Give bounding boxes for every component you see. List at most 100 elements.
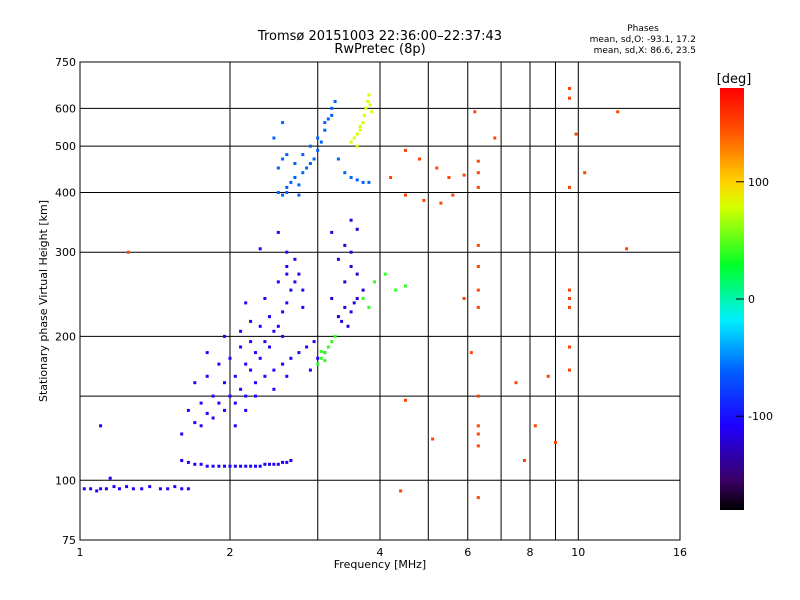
echo-point <box>330 297 334 300</box>
echo-point <box>473 110 477 114</box>
x-tick-label: 1 <box>77 546 84 559</box>
echo-point <box>312 157 316 161</box>
echo-point <box>297 272 301 276</box>
echo-point <box>326 345 330 349</box>
echo-point <box>316 356 320 360</box>
y-tick-label: 75 <box>62 534 76 547</box>
echo-point <box>616 110 620 114</box>
echo-point <box>316 362 320 366</box>
echo-point <box>308 368 312 372</box>
echo-point <box>355 132 359 136</box>
echo-point <box>233 401 237 405</box>
echo-point <box>140 487 144 491</box>
echo-point <box>308 144 312 148</box>
echo-point <box>568 368 571 372</box>
echo-point <box>301 171 305 175</box>
echo-point <box>330 106 334 110</box>
echo-point <box>272 136 276 140</box>
echo-point <box>361 297 365 300</box>
echo-point <box>404 193 407 197</box>
echo-point <box>173 485 177 489</box>
echo-point <box>336 157 340 161</box>
echo-point <box>118 487 121 491</box>
echo-point <box>308 162 312 165</box>
echo-point <box>272 329 276 333</box>
echo-point <box>104 487 108 491</box>
echo-point <box>211 394 215 398</box>
echo-point <box>125 485 129 489</box>
echo-point <box>289 288 293 292</box>
echo-point <box>158 487 162 491</box>
echo-point <box>364 106 368 110</box>
echo-point <box>367 305 371 309</box>
echo-point <box>625 247 629 251</box>
echo-point <box>293 162 297 165</box>
colorbar-tick-label: 100 <box>748 176 769 189</box>
echo-point <box>476 185 480 189</box>
echo-point <box>312 340 316 344</box>
echo-point <box>180 459 184 462</box>
echo-point <box>272 368 276 372</box>
echo-point <box>355 227 359 231</box>
echo-point <box>349 310 353 314</box>
echo-point <box>394 288 398 292</box>
echo-point <box>285 191 289 194</box>
y-tick-label: 300 <box>55 246 76 259</box>
echo-point <box>447 176 451 179</box>
chart-title: Tromsø 20151003 22:36:00–22:37:43 <box>257 29 502 44</box>
echo-point <box>389 176 393 179</box>
echo-point <box>217 464 221 468</box>
echo-point <box>297 351 301 355</box>
echo-point <box>373 280 376 284</box>
echo-point <box>186 460 190 464</box>
colorbar-tick-label: 0 <box>748 293 755 306</box>
echo-point <box>281 334 285 338</box>
echo-point <box>289 356 293 360</box>
echo-point <box>89 487 93 491</box>
echo-point <box>476 496 480 500</box>
echo-point <box>469 351 473 355</box>
stats-o-line: mean, sd,O: -93.1, 17.2 <box>590 35 696 45</box>
echo-point <box>254 464 257 468</box>
echo-point <box>180 432 184 436</box>
y-tick-label: 200 <box>55 330 76 343</box>
echo-point <box>217 362 221 366</box>
echo-point <box>355 297 359 300</box>
echo-point <box>285 272 289 276</box>
echo-point <box>404 398 407 402</box>
echo-point <box>99 424 103 428</box>
echo-point <box>233 464 237 468</box>
x-tick-label: 10 <box>571 546 585 559</box>
echo-point <box>301 305 305 309</box>
echo-point <box>431 437 435 441</box>
echo-point <box>352 136 356 140</box>
echo-point <box>323 121 327 125</box>
echo-point <box>297 193 301 197</box>
echo-point <box>228 464 232 468</box>
echo-point <box>112 485 116 489</box>
echo-point <box>462 297 466 300</box>
echo-point <box>95 489 99 493</box>
echo-point <box>568 96 571 100</box>
echo-point <box>343 280 347 284</box>
echo-point <box>383 272 387 276</box>
echo-point <box>568 288 571 292</box>
echo-point <box>476 243 480 247</box>
echo-point <box>205 411 209 415</box>
echo-point <box>186 487 190 491</box>
y-tick-label: 100 <box>55 474 76 487</box>
echo-point <box>263 462 267 466</box>
echo-point <box>554 440 557 444</box>
echo-point <box>223 408 226 412</box>
echo-point <box>285 153 289 157</box>
echo-point <box>281 193 285 197</box>
echo-point <box>263 374 267 378</box>
echo-point <box>319 350 323 353</box>
echo-point <box>568 345 571 349</box>
echo-point <box>205 374 209 378</box>
echo-point <box>349 176 353 179</box>
echo-point <box>263 297 267 300</box>
echo-point <box>180 487 184 491</box>
echo-point <box>148 485 152 489</box>
